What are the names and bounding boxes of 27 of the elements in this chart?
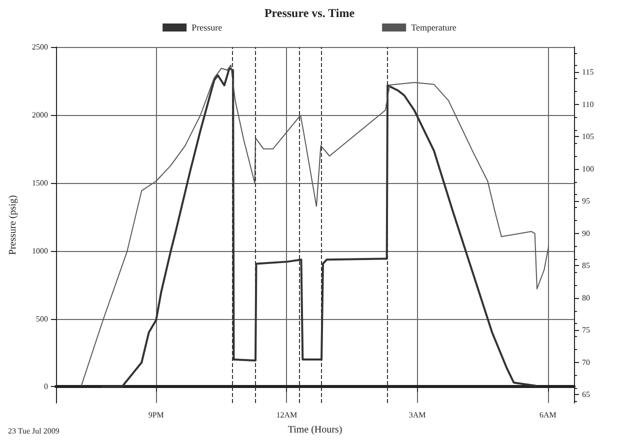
y2-tick-label: 115: [582, 68, 594, 77]
y2-tick-label: 65: [582, 390, 590, 400]
y2-tick-label: 95: [582, 196, 590, 206]
y2-tick-label: 70: [582, 358, 590, 367]
chart-title: Pressure vs. Time: [264, 6, 356, 20]
y-tick-label: 2000: [32, 110, 48, 120]
y2-tick-label: 90: [582, 228, 590, 238]
text: 23 Tue Jul 2009: [8, 426, 60, 436]
x-tick-label: 3AM: [408, 410, 426, 420]
x-tick-label: 6AM: [539, 410, 556, 420]
y2-tick-label: 85: [582, 261, 590, 270]
y2-tick-label: 105: [582, 132, 594, 142]
y-tick-label: 0: [44, 382, 48, 392]
y-axis-title: Pressure (psig): [8, 195, 18, 255]
x-tick-label: 12AM: [276, 410, 298, 420]
y2-tick-label: 80: [582, 293, 590, 302]
x-axis-title: Time (Hours): [288, 424, 342, 436]
y-tick-label: 1000: [32, 246, 48, 256]
y2-tick-label: 100: [582, 164, 594, 174]
x-tick-label: 9PM: [148, 410, 164, 420]
y2-tick-label: 110: [582, 100, 594, 109]
legend-label: Pressure: [192, 22, 222, 32]
y-tick-label: 500: [36, 314, 48, 324]
legend-label: Temperature: [411, 22, 456, 32]
y-tick-label: 2500: [32, 42, 48, 52]
y-tick-label: 1500: [32, 178, 48, 188]
y2-tick-label: 75: [582, 326, 590, 335]
